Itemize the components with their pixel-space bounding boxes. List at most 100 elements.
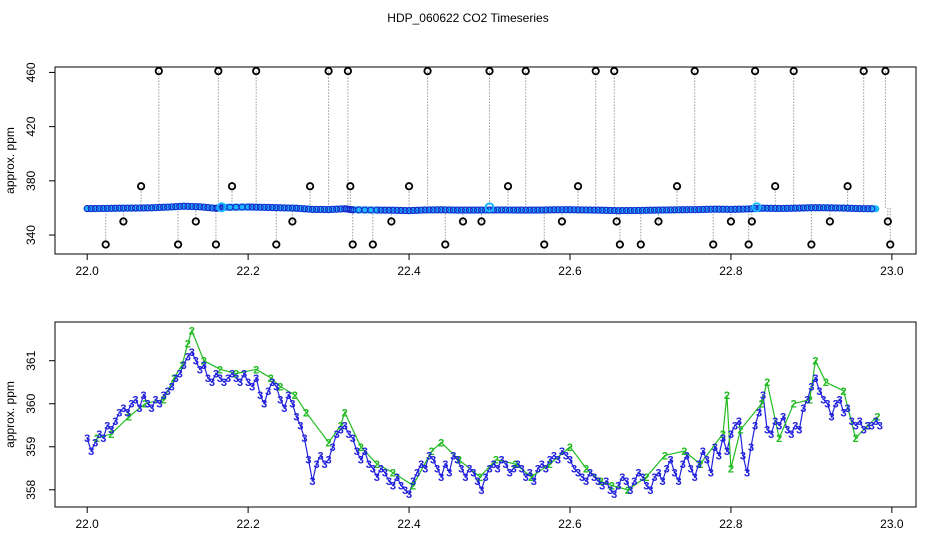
- outlier-point: [348, 240, 357, 249]
- data-marker-3: 3: [772, 416, 778, 428]
- baseline-point: [272, 204, 280, 212]
- baseline-point: [441, 206, 449, 214]
- baseline-point: [461, 206, 469, 214]
- data-marker-2: 2: [528, 472, 534, 484]
- data-marker-3: 3: [398, 480, 404, 492]
- baseline-point: [815, 204, 823, 212]
- baseline-point: [634, 206, 642, 214]
- data-marker-3: 3: [543, 463, 549, 475]
- baseline-point: [280, 204, 288, 212]
- baseline-point: [550, 206, 558, 214]
- outlier-point: [557, 217, 567, 226]
- outlier-point: [387, 217, 396, 226]
- outlier-point: [771, 182, 780, 191]
- outlier-point: [441, 240, 450, 249]
- data-marker-2: 2: [292, 390, 298, 402]
- data-marker-3: 3: [768, 429, 774, 441]
- x-tick-label: 22.6: [558, 264, 582, 278]
- data-marker-3: 3: [88, 446, 94, 458]
- data-marker-2: 2: [161, 394, 167, 406]
- data-marker-3: 3: [177, 369, 183, 381]
- baseline-point: [192, 203, 200, 211]
- baseline-point: [252, 203, 260, 211]
- data-marker-2: 2: [853, 433, 859, 445]
- data-marker-3: 3: [157, 399, 163, 411]
- baseline-point: [304, 205, 313, 213]
- data-marker-3: 3: [800, 403, 806, 415]
- data-marker-3: 3: [712, 442, 718, 454]
- baseline-point: [819, 204, 828, 212]
- data-marker-3: 3: [764, 425, 770, 437]
- data-marker-3: 3: [619, 472, 625, 484]
- outlier-point: [101, 240, 110, 249]
- data-marker-3: 3: [587, 468, 593, 480]
- data-marker-3: 3: [313, 459, 319, 471]
- outlier-point: [214, 66, 223, 76]
- data-marker-3: 3: [668, 455, 674, 467]
- baseline-point: [787, 204, 795, 212]
- baseline-point: [626, 206, 634, 215]
- data-marker-3: 3: [776, 420, 782, 432]
- data-marker-3: 3: [724, 446, 730, 458]
- data-marker-3: 3: [265, 386, 271, 398]
- highlight-point: [216, 202, 227, 213]
- data-marker-3: 3: [599, 480, 605, 492]
- data-marker-3: 3: [165, 386, 171, 398]
- data-marker-3: 3: [301, 433, 307, 445]
- data-marker-2: 2: [567, 442, 573, 454]
- data-marker-3: 3: [744, 468, 750, 480]
- data-marker-3: 3: [728, 429, 734, 441]
- baseline-point: [143, 204, 152, 212]
- baseline-point: [457, 206, 465, 214]
- data-marker-3: 3: [845, 403, 851, 415]
- data-marker-3: 3: [120, 403, 126, 415]
- data-marker-2: 2: [268, 373, 274, 385]
- outlier-point: [477, 217, 486, 226]
- baseline-point: [425, 206, 433, 214]
- baseline-point: [574, 206, 582, 214]
- y-tick-label: 360: [24, 393, 38, 413]
- baseline-point: [248, 203, 256, 211]
- baseline-point: [296, 204, 304, 213]
- baseline-point: [723, 205, 731, 213]
- data-marker-3: 3: [434, 463, 440, 475]
- data-marker-3: 3: [257, 390, 263, 402]
- data-marker-3: 3: [362, 446, 368, 458]
- data-marker-2: 2: [126, 412, 132, 424]
- x-tick-label: 22.4: [397, 264, 421, 278]
- outlier-point: [881, 66, 890, 76]
- data-marker-3: 3: [623, 476, 629, 488]
- data-marker-3: 3: [100, 433, 106, 445]
- data-marker-2: 2: [94, 433, 100, 445]
- data-marker-3: 3: [233, 373, 239, 385]
- outlier-point: [825, 217, 835, 226]
- data-marker-3: 3: [414, 468, 420, 480]
- baseline-point: [675, 206, 683, 214]
- baseline-point: [570, 206, 578, 214]
- data-marker-2: 2: [865, 420, 871, 432]
- data-marker-3: 3: [478, 485, 484, 497]
- data-marker-3: 3: [289, 399, 295, 411]
- data-marker-2: 2: [662, 450, 668, 462]
- data-marker-3: 3: [462, 472, 468, 484]
- data-marker-3: 3: [700, 446, 706, 458]
- outlier-point: [540, 240, 549, 249]
- data-marker-3: 3: [519, 463, 525, 475]
- data-marker-3: 3: [531, 476, 537, 488]
- data-marker-2: 2: [429, 446, 435, 458]
- data-marker-3: 3: [784, 425, 790, 437]
- data-marker-3: 3: [651, 472, 657, 484]
- outlier-point: [744, 240, 753, 249]
- data-marker-3: 3: [217, 373, 223, 385]
- data-marker-3: 3: [124, 407, 130, 419]
- x-tick-label: 22.0: [76, 264, 100, 278]
- baseline-point: [477, 206, 486, 214]
- baseline-point: [292, 204, 300, 212]
- baseline-point: [711, 205, 719, 213]
- baseline-point: [650, 206, 659, 214]
- data-marker-3: 3: [832, 399, 838, 411]
- data-marker-2: 2: [609, 480, 615, 492]
- data-marker-3: 3: [297, 420, 303, 432]
- data-marker-3: 3: [808, 382, 814, 394]
